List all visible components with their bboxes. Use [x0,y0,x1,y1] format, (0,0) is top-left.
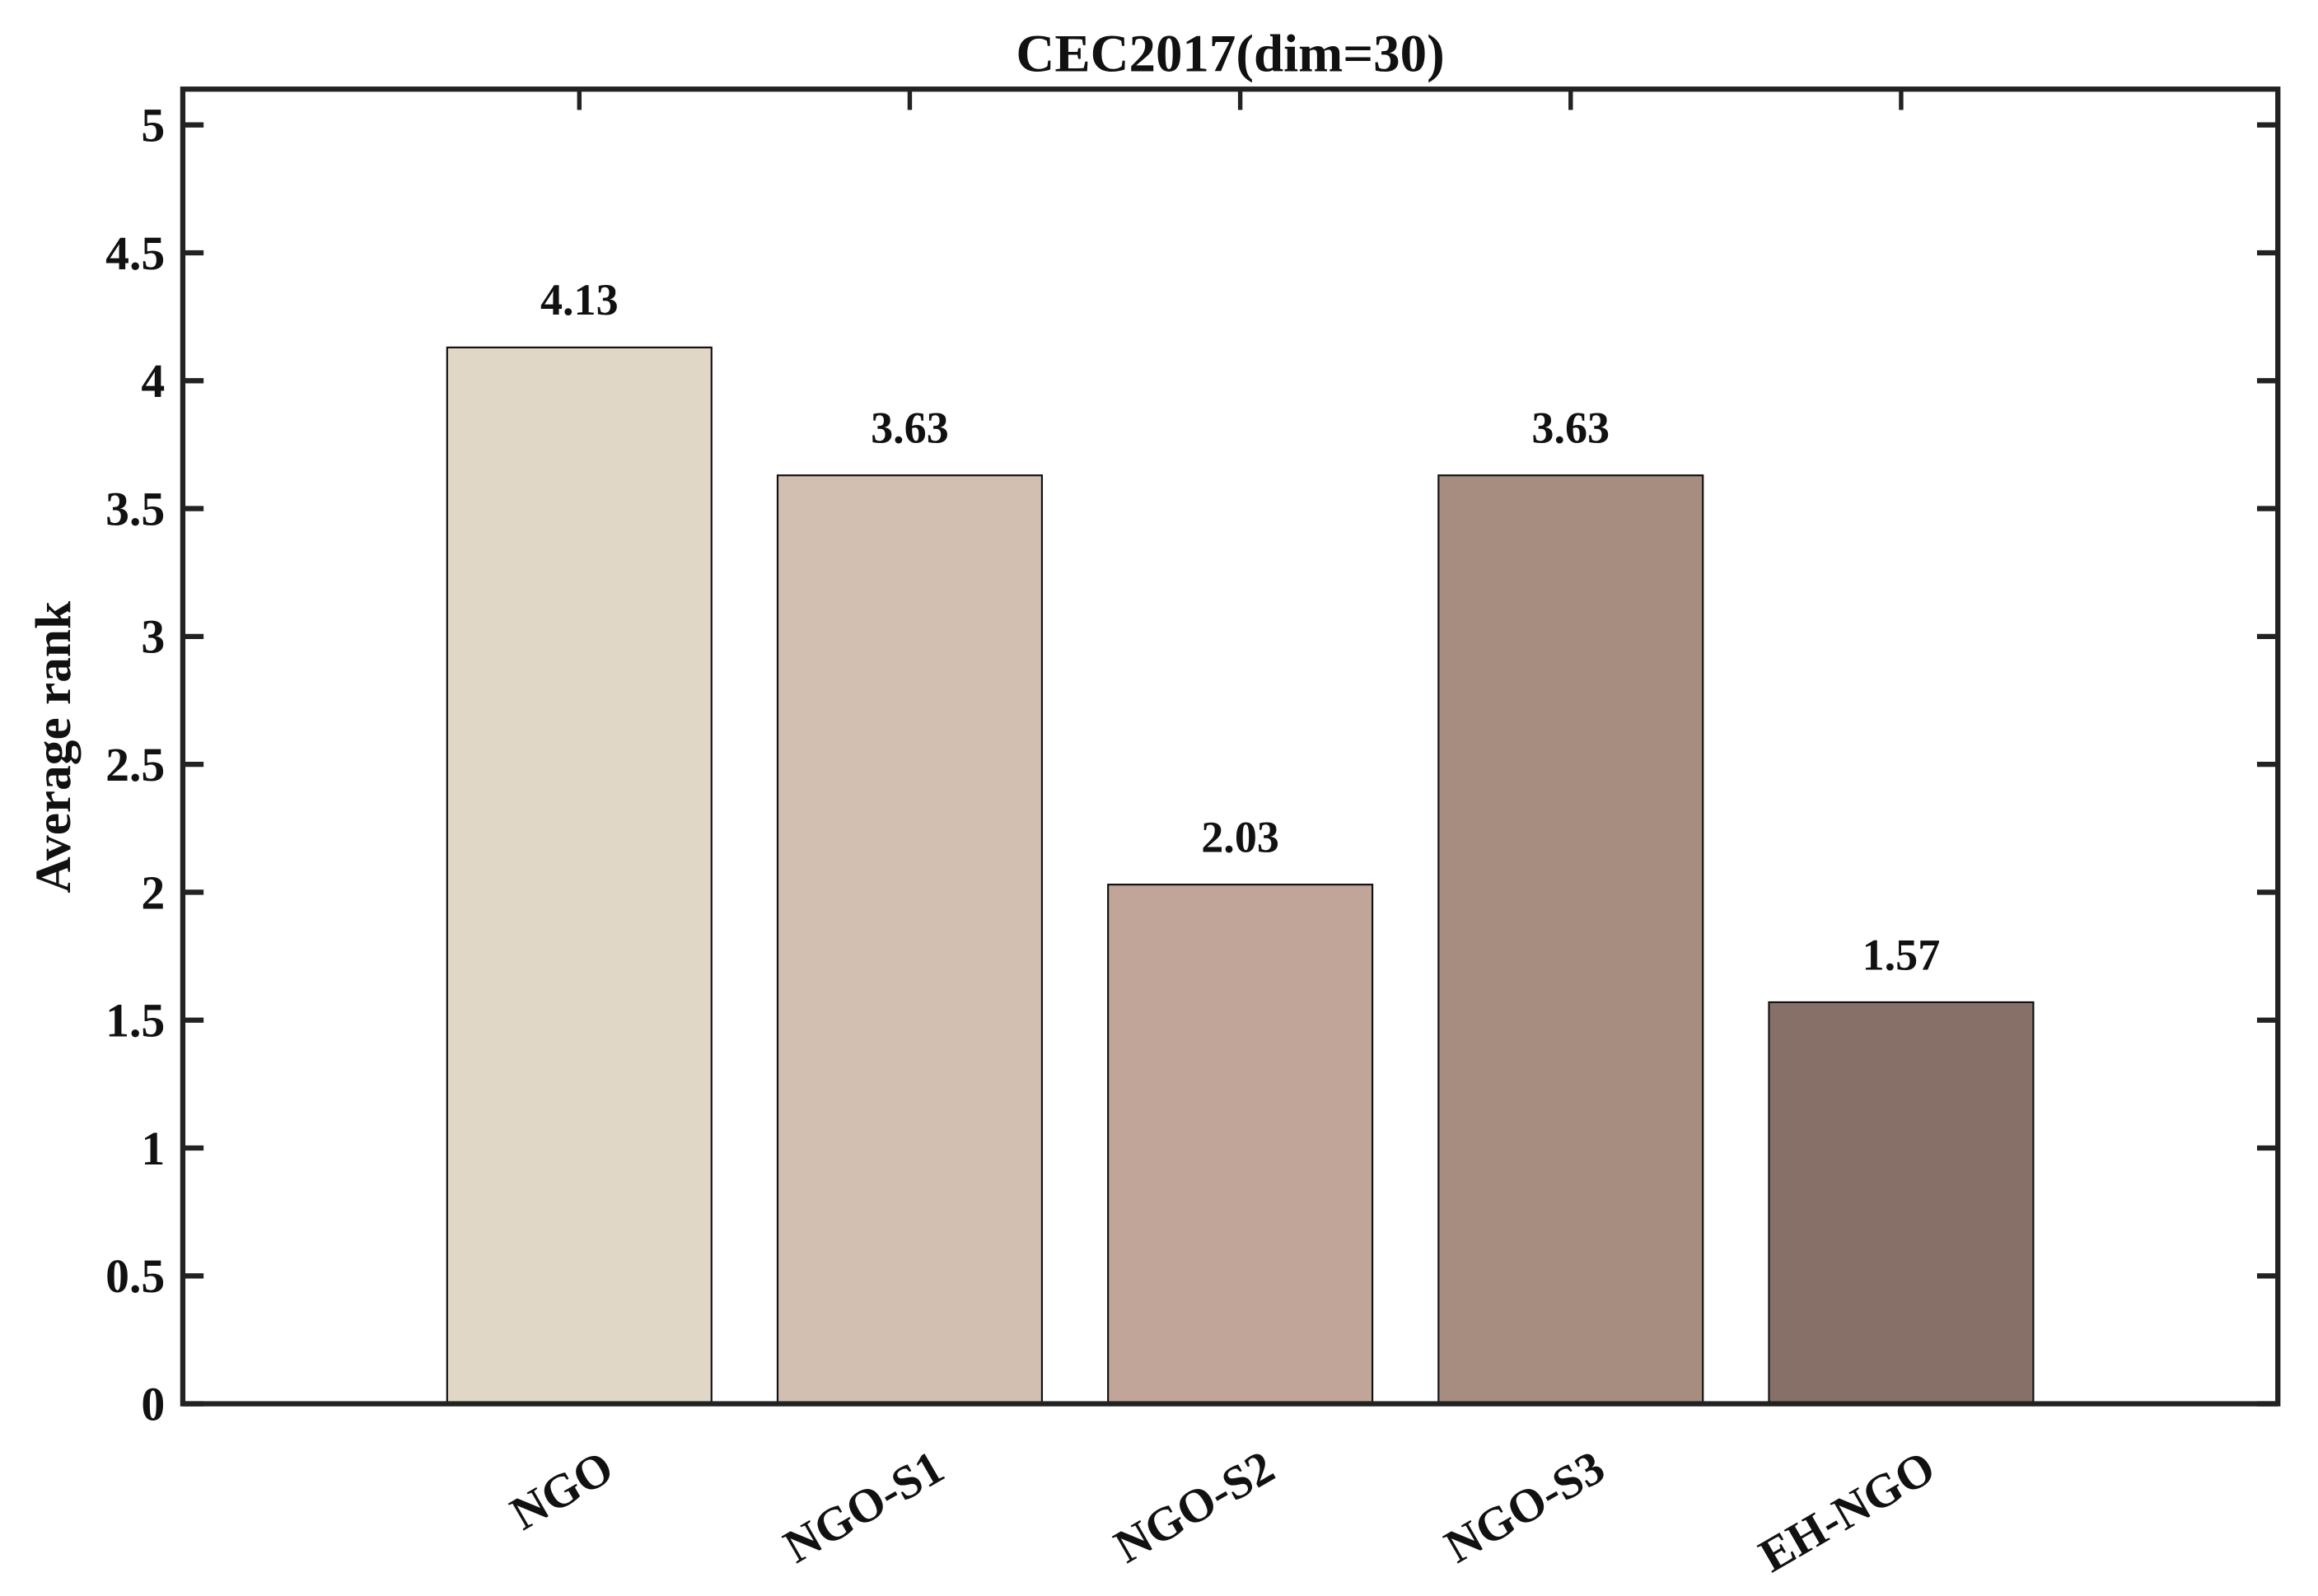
x-tick-label: NGO [502,1441,622,1540]
y-tick-label: 5 [141,100,165,152]
y-tick-label: 3.5 [105,483,165,535]
value-label: 3.63 [871,404,949,453]
x-tick-label: NGO-S3 [1437,1441,1614,1573]
axes-frame [180,86,2281,1407]
y-tick-label: 0.5 [105,1251,165,1303]
value-label: 1.57 [1862,930,1941,979]
bar-ngo [446,346,713,1405]
y-tick-label: 4.5 [105,228,165,280]
chart-title: CEC2017(dim=30) [1016,25,1444,84]
y-tick-label: 2.5 [105,740,165,791]
value-label: 4.13 [540,275,619,324]
y-tick-label: 0 [141,1379,165,1430]
y-tick-label: 1.5 [105,996,165,1048]
bar-ngo-s1 [776,474,1044,1405]
value-label: 2.03 [1201,812,1279,861]
y-axis-label: Average rank [26,600,82,894]
y-tick-label: 1 [141,1123,165,1175]
y-tick-label: 3 [141,612,165,664]
bar-ngo-s3 [1437,474,1704,1405]
bar-eh-ngo [1768,1001,2035,1405]
x-tick-label: EH-NGO [1750,1441,1943,1583]
y-tick-label: 2 [141,867,165,919]
x-tick-label: NGO-S2 [1106,1441,1283,1573]
x-tick-label: NGO-S1 [775,1441,952,1573]
bar-ngo-s2 [1107,884,1374,1405]
value-label: 3.63 [1531,404,1610,453]
y-tick-label: 4 [141,356,165,408]
